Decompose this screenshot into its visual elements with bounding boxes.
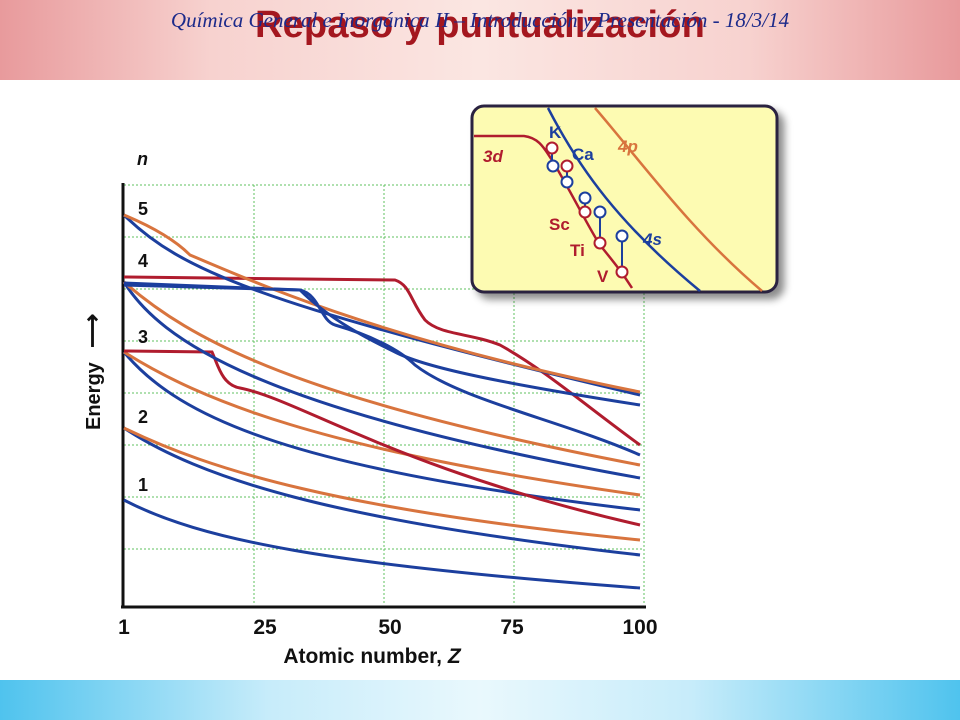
curve-5d — [123, 283, 641, 407]
inset-label-3d: 3d — [483, 147, 503, 166]
curve-2p — [123, 426, 641, 542]
curve-5p — [123, 213, 641, 394]
n-header-label: n — [137, 149, 148, 169]
curve-4d — [123, 281, 641, 457]
inset-label-sc: Sc — [549, 215, 570, 234]
footer-text: Química General e Inorgánica II – Introd… — [170, 8, 790, 32]
inset-label-k: K — [549, 123, 562, 142]
x-axis-variable: Z — [447, 645, 462, 668]
inset-curve-4s — [546, 107, 701, 292]
slide-title: Repaso y puntualización — [254, 4, 706, 46]
x-tick-50: 50 — [378, 616, 401, 639]
x-tick-100: 100 — [622, 616, 657, 639]
curve-3d — [123, 349, 641, 527]
n-level-4: 4 — [138, 251, 148, 271]
y-axis-label: Energy — [83, 361, 105, 430]
n-level-1: 1 — [138, 475, 148, 495]
inset-label-ca: Ca — [572, 145, 594, 164]
curve-1s — [123, 498, 641, 590]
curve-4p — [123, 280, 641, 467]
inset-curve-3d — [474, 134, 634, 289]
curve-2s — [123, 426, 641, 557]
inset-curve-4p — [594, 107, 763, 292]
x-tick-75: 75 — [500, 616, 524, 639]
x-axis-label: Atomic number, — [283, 645, 448, 668]
inset-label-4s: 4s — [642, 230, 662, 249]
inset-markers-4s — [546, 159, 629, 243]
n-level-3: 3 — [138, 327, 148, 347]
x-tick-1: 1 — [118, 616, 130, 639]
curve-3s — [122, 351, 641, 512]
curve-4s — [122, 281, 641, 480]
inset-label-v: V — [597, 267, 609, 286]
inset-markers-3d — [545, 141, 629, 279]
y-axis-arrow: ⟶ — [79, 314, 106, 348]
slide-header — [0, 0, 960, 80]
y-axis-title: Energy ⟶ — [79, 314, 106, 430]
inset-label-4p: 4p — [617, 137, 638, 156]
slide-footer — [0, 680, 960, 720]
n-level-5: 5 — [138, 199, 148, 219]
curve-3p — [123, 350, 641, 497]
inset-zoom: K Ca 3d 4p Sc Ti V 4s — [470, 104, 779, 294]
x-axis-title: Atomic number, Z — [283, 645, 462, 668]
inset-label-ti: Ti — [570, 241, 585, 260]
axes — [121, 183, 646, 609]
orbital-energy-diagram: n 5 4 3 2 1 Energy ⟶ 1 25 50 75 100 Atom… — [79, 104, 779, 668]
x-tick-25: 25 — [253, 616, 277, 639]
curve-4f — [123, 275, 641, 447]
n-level-2: 2 — [138, 407, 148, 427]
